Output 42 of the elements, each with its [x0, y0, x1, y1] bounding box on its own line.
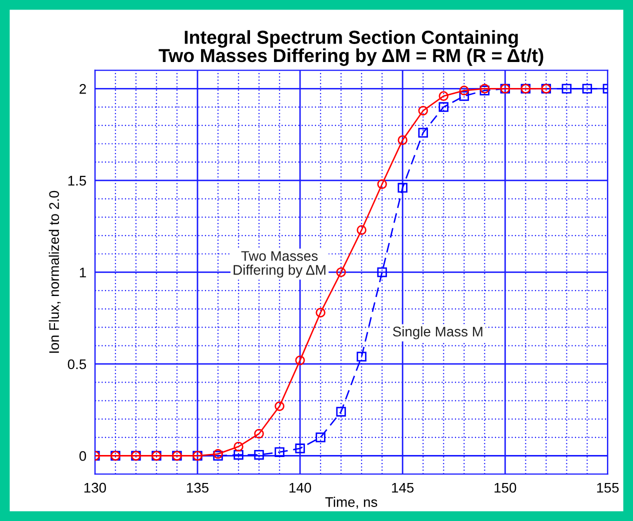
point	[418, 128, 428, 138]
point	[295, 355, 305, 366]
series-label: Single Mass M	[392, 326, 482, 340]
point	[459, 86, 469, 96]
x-tick-label: 155	[597, 482, 619, 493]
x-tick-label: 130	[84, 482, 106, 493]
point	[316, 308, 326, 318]
x-axis-title: Time, ns	[325, 496, 378, 509]
point	[336, 406, 346, 417]
chart-title: Integral Spectrum Section Containing Two Masses Differing by ΔM = RM (R = Δt/t)	[158, 30, 544, 66]
point	[377, 179, 387, 189]
y-tick-label: 2	[80, 84, 86, 94]
x-tick-label: 145	[392, 482, 414, 493]
point	[356, 352, 366, 362]
point	[336, 267, 346, 278]
point	[418, 106, 428, 116]
x-tick-label: 135	[186, 482, 208, 493]
point	[582, 84, 592, 94]
y-tick-label: 0	[79, 451, 86, 461]
y-tick-label: 1	[80, 268, 86, 278]
point	[254, 428, 264, 439]
y-axis-title: Ion Flux, normalized to 2.0	[48, 190, 61, 353]
point	[398, 182, 408, 193]
point	[274, 447, 284, 457]
y-tick-label: 1.5	[68, 176, 86, 186]
point	[234, 442, 244, 452]
point	[459, 91, 469, 101]
point	[254, 450, 264, 460]
point	[295, 444, 305, 454]
point	[234, 450, 244, 460]
point	[398, 135, 408, 145]
point	[356, 225, 366, 235]
x-tick-label: 140	[290, 482, 312, 493]
point	[562, 84, 572, 94]
point	[438, 102, 448, 112]
point	[274, 401, 284, 412]
point	[316, 432, 326, 442]
y-tick-label: 0.5	[68, 359, 86, 370]
point	[377, 267, 387, 278]
series-label: Two Masses Differing by ΔM	[234, 251, 326, 278]
x-tick-label: 150	[494, 482, 516, 493]
point	[438, 91, 448, 101]
